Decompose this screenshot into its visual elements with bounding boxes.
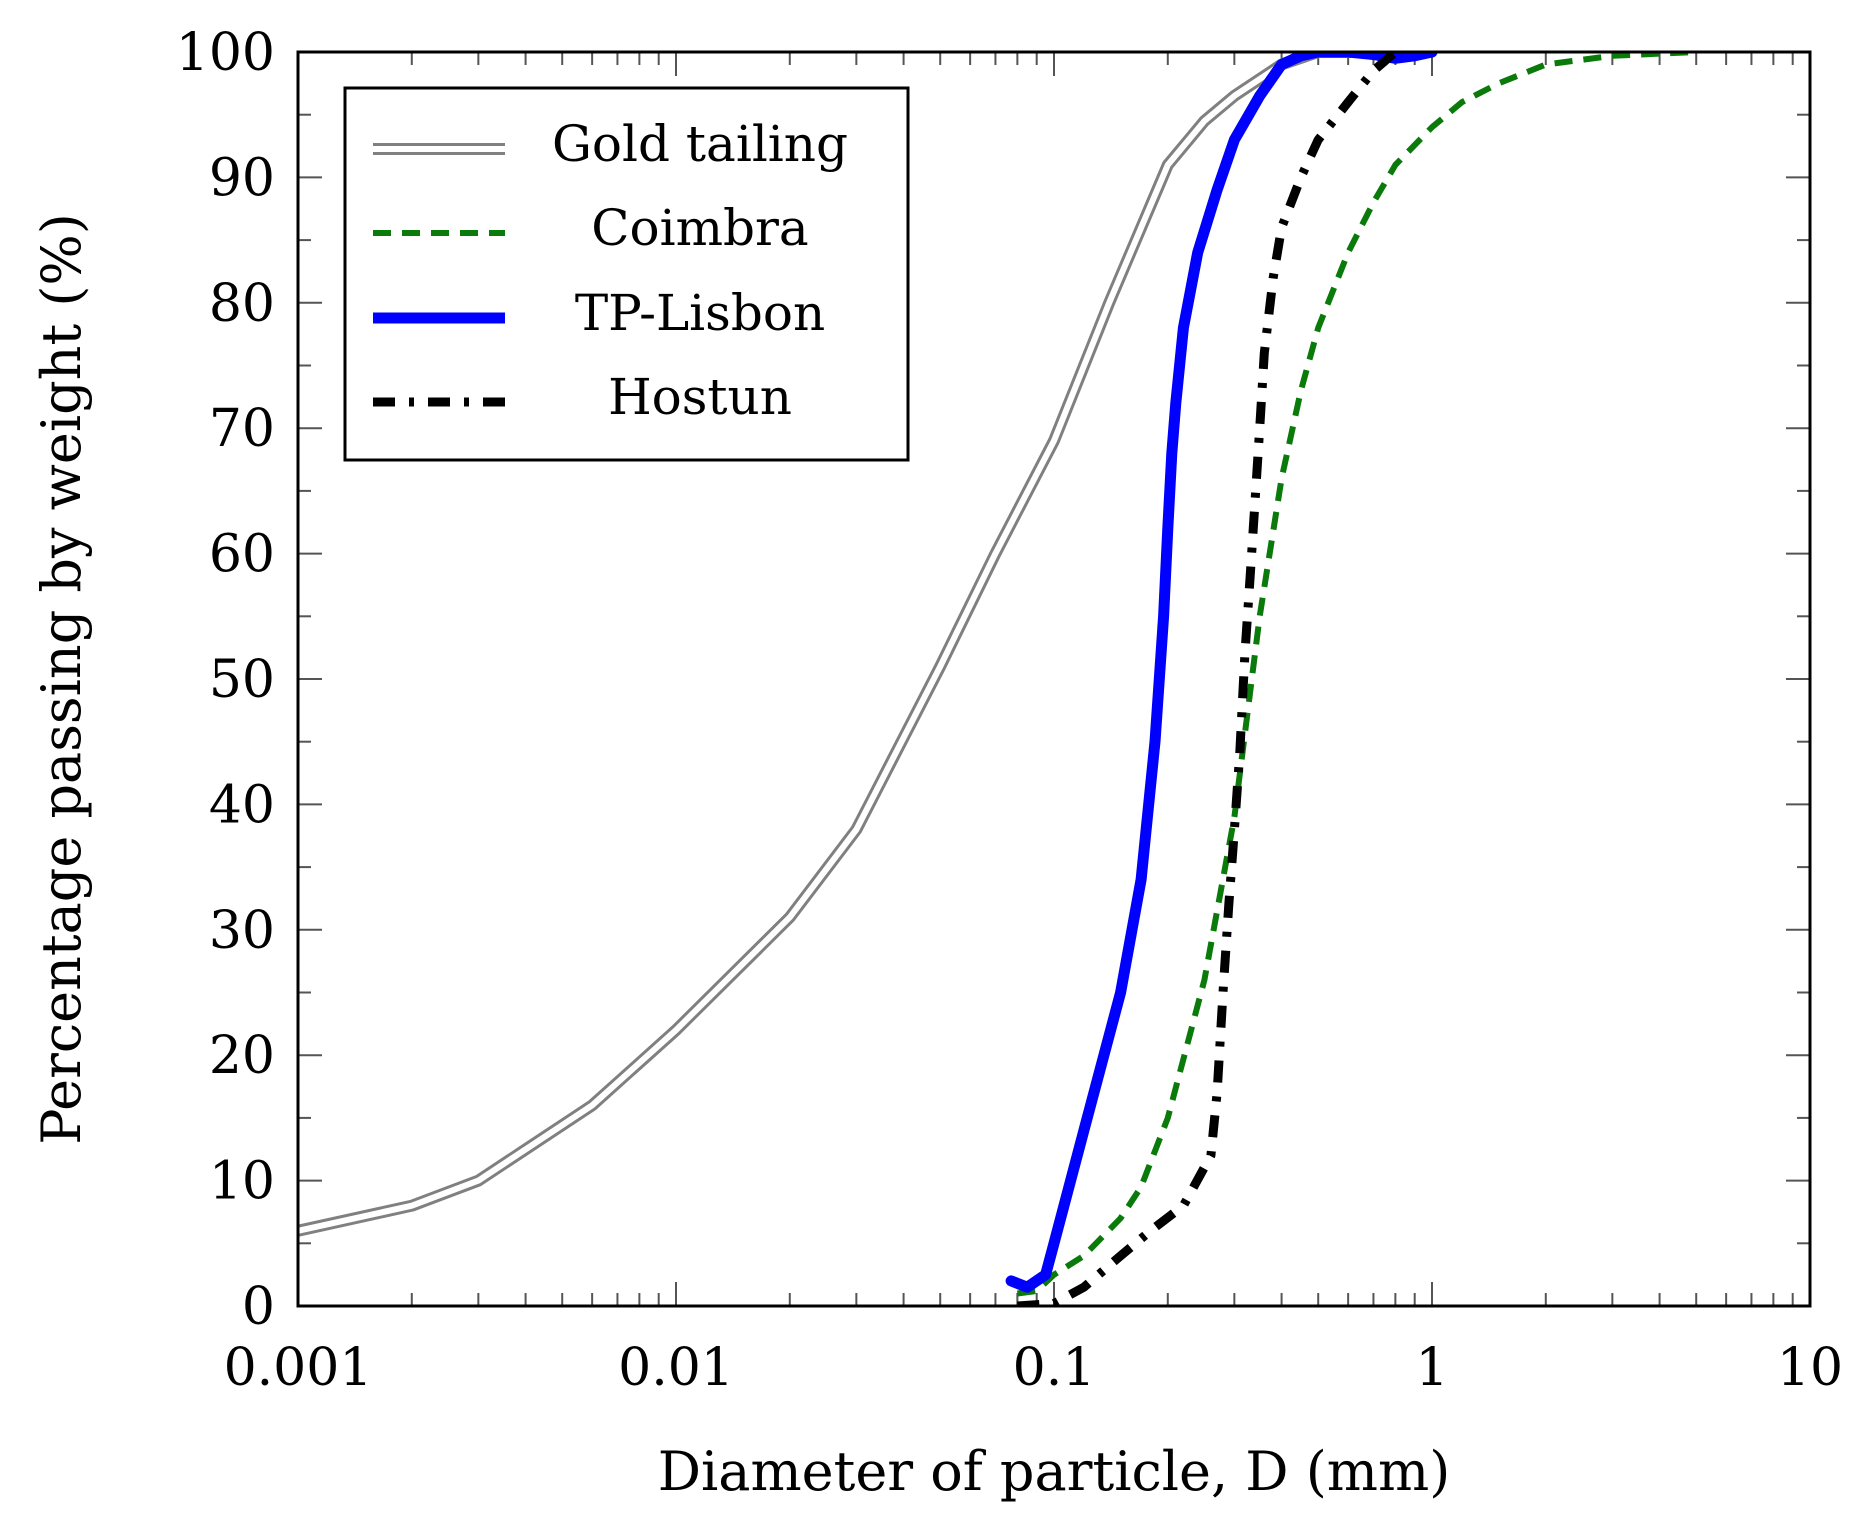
y-tick-label: 50 xyxy=(209,650,275,710)
x-tick-label: 0.01 xyxy=(618,1338,734,1398)
y-tick-label: 70 xyxy=(209,399,275,459)
y-tick-label: 10 xyxy=(209,1152,275,1212)
x-tick-label: 0.001 xyxy=(224,1338,373,1398)
y-tick-label: 80 xyxy=(209,274,275,334)
y-axis-title: Percentage passing by weight (%) xyxy=(30,213,93,1145)
series-line-tp-lisbon xyxy=(1005,52,1438,1293)
plot-frame xyxy=(296,50,1812,1308)
legend-samples xyxy=(373,143,505,407)
y-tick-label: 60 xyxy=(209,525,275,585)
y-tick-label: 30 xyxy=(209,901,275,961)
y-tick-label: 90 xyxy=(209,148,275,208)
series-line-gold-tailing-inner xyxy=(298,52,1374,1234)
legend: Gold tailing Coimbra TP-Lisbon Hostun xyxy=(343,86,910,462)
x-tick-label: 0.1 xyxy=(1013,1338,1096,1398)
y-tick-label: 100 xyxy=(176,23,275,83)
legend-label-coimbra: Coimbra xyxy=(591,199,808,257)
y-tick-label: 40 xyxy=(209,775,275,835)
series-lines xyxy=(298,52,1697,1306)
legend-label-tp-lisbon: TP-Lisbon xyxy=(575,284,825,342)
x-tick-label: 1 xyxy=(1415,1338,1448,1398)
x-tick-label: 10 xyxy=(1777,1338,1843,1398)
x-axis-title: Diameter of particle, D (mm) xyxy=(658,1440,1451,1503)
legend-label-hostun: Hostun xyxy=(608,368,792,426)
series-line-hostun xyxy=(1017,52,1399,1306)
y-tick-label: 20 xyxy=(209,1026,275,1086)
series-line-coimbra xyxy=(1017,52,1697,1297)
y-tick-label: 0 xyxy=(242,1277,275,1337)
legend-label-gold-tailing: Gold tailing xyxy=(552,115,848,173)
